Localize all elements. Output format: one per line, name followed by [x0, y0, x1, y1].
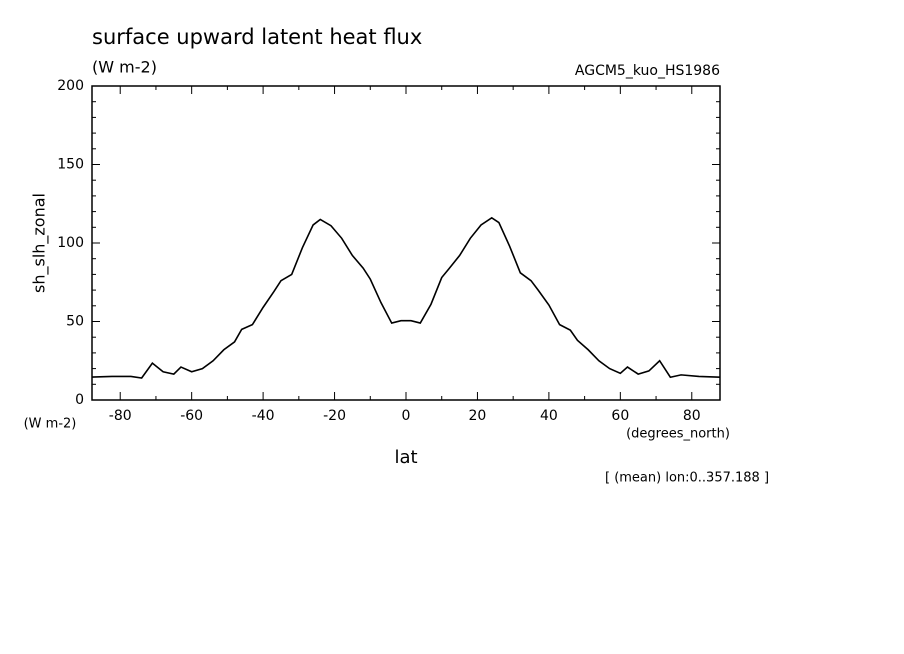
source: AGCM5_kuo_HS1986 — [575, 63, 720, 79]
x-units: (degrees_north) — [626, 427, 730, 442]
x-tick-label: 80 — [683, 408, 701, 424]
x-tick-label: -60 — [180, 408, 203, 424]
chart-title: surface upward latent heat flux — [92, 25, 422, 49]
y-tick-label: 200 — [57, 78, 84, 94]
x-tick-label: -40 — [252, 408, 275, 424]
y-tick-label: 0 — [75, 392, 84, 408]
y-tick-label: 150 — [57, 157, 84, 173]
x-tick-label: 40 — [540, 408, 558, 424]
plot-frame — [91, 85, 721, 401]
chart-subtitle: (W m-2) — [92, 58, 157, 77]
y-axis-label: sh_slh_zonal — [30, 193, 50, 293]
x-tick-label: 0 — [402, 408, 411, 424]
note: [ (mean) lon:0..357.188 ] — [605, 471, 769, 486]
x-tick-label: 20 — [469, 408, 487, 424]
y-tick-label: 100 — [57, 235, 84, 251]
y-units: (W m-2) — [24, 417, 77, 432]
x-tick-label: 60 — [611, 408, 629, 424]
data-line — [91, 216, 721, 379]
x-tick-label: -20 — [323, 408, 346, 424]
x-axis-label: lat — [394, 447, 417, 468]
x-tick-label: -80 — [109, 408, 132, 424]
y-tick-label: 50 — [66, 314, 84, 330]
